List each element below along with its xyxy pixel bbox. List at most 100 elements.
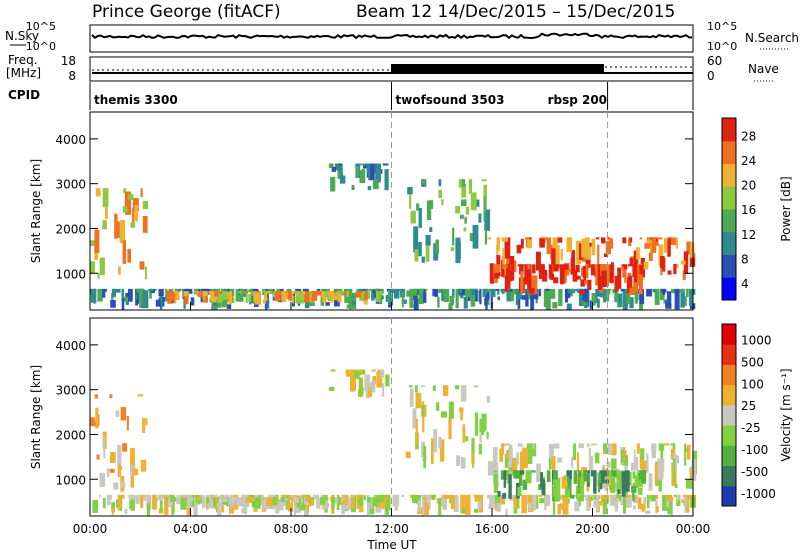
echo-cell (626, 288, 631, 305)
echo-cell (90, 421, 96, 427)
echo-cell (552, 494, 556, 515)
echo-cell (431, 494, 435, 500)
colorbar-swatch (722, 445, 736, 467)
echo-cell (622, 237, 627, 244)
colorbar-frame (721, 117, 737, 301)
echo-cell (460, 411, 463, 421)
echo-cell (334, 497, 338, 504)
echo-cell (366, 163, 370, 175)
echo-cell (489, 263, 495, 284)
echo-cell (516, 452, 519, 465)
echo-cell (130, 499, 135, 511)
echo-cell (605, 288, 611, 295)
echo-cell (546, 237, 551, 254)
echo-cell (348, 497, 355, 509)
echo-cell (604, 289, 610, 302)
echo-cell (377, 370, 381, 376)
echo-cell (320, 497, 326, 505)
echo-cell (636, 443, 640, 454)
echo-cell (540, 472, 543, 488)
colorbar-label: Velocity [m s⁻¹] (779, 368, 793, 461)
echo-cell (355, 291, 362, 298)
echo-cell (507, 443, 510, 446)
echo-cell (167, 291, 173, 304)
echo-cell (464, 494, 471, 515)
y-axis-label: Slant Range [km] (29, 365, 43, 469)
echo-cell (348, 288, 353, 310)
echo-cell (587, 443, 590, 448)
echo-cell (136, 288, 142, 293)
echo-cell (379, 494, 385, 502)
echo-cell (401, 494, 404, 497)
echo-cell (567, 498, 570, 504)
colorbar-tick: 1000 (741, 333, 772, 347)
echo-cell (614, 499, 618, 512)
echo-cell (505, 509, 508, 516)
echo-cell (624, 267, 627, 283)
echo-cell (98, 494, 102, 497)
echo-cell (421, 256, 425, 263)
y-tick-label: 4000 (55, 339, 86, 353)
echo-cell (524, 237, 530, 240)
echo-cell (450, 247, 455, 251)
echo-cell (226, 304, 232, 309)
echo-cell (566, 303, 572, 310)
echo-cell (115, 410, 120, 417)
x-tick-label: 04:00 (173, 522, 208, 536)
echo-cell (277, 291, 282, 296)
colorbar-frame (721, 323, 737, 507)
echo-cell (595, 237, 600, 240)
echo-cell (338, 163, 343, 173)
cpid-segment-label: rbsp 200 (548, 93, 607, 107)
echo-cell (372, 179, 379, 190)
echo-cell (606, 461, 611, 468)
echo-cell (415, 392, 422, 409)
echo-cell (610, 494, 617, 499)
colorbar-swatch (722, 277, 736, 301)
echo-cell (358, 377, 362, 389)
echo-cell (385, 374, 390, 387)
echo-cell (170, 497, 175, 502)
echo-cell (494, 494, 500, 504)
echo-cell (674, 288, 680, 310)
echo-cell (387, 496, 391, 511)
echo-cell (658, 443, 665, 451)
echo-cell (519, 451, 524, 476)
echo-cell (274, 494, 279, 497)
echo-cell (565, 288, 569, 303)
echo-cell (588, 496, 592, 508)
echo-cell (623, 496, 626, 514)
echo-cell (588, 242, 593, 247)
echo-cell (215, 497, 219, 510)
echo-cell (607, 443, 613, 455)
echo-cell (167, 497, 173, 508)
echo-cell (660, 266, 663, 276)
echo-cell (525, 288, 529, 307)
echo-cell (206, 497, 209, 504)
echo-cell (125, 292, 129, 300)
echo-cell (611, 458, 617, 478)
echo-cell (418, 208, 422, 228)
echo-cell (437, 296, 440, 308)
echo-cell (637, 264, 643, 286)
echo-cell (135, 294, 138, 300)
echo-cell (274, 291, 281, 302)
echo-cell (219, 291, 223, 295)
echo-cell (262, 497, 267, 511)
echo-cell (449, 494, 452, 504)
echo-cell (384, 494, 389, 515)
echo-cell (595, 288, 598, 303)
echo-cell (358, 499, 363, 506)
echo-cell (614, 275, 618, 293)
echo-cell (410, 494, 413, 499)
y-tick-label: 2000 (55, 428, 86, 442)
echo-cell (447, 494, 451, 499)
echo-cell (144, 266, 147, 280)
echo-cell (689, 292, 693, 306)
echo-cell (583, 470, 589, 482)
echo-cell (686, 479, 692, 489)
echo-cell (295, 291, 302, 304)
echo-cell (260, 497, 267, 500)
echo-cell (94, 229, 100, 253)
